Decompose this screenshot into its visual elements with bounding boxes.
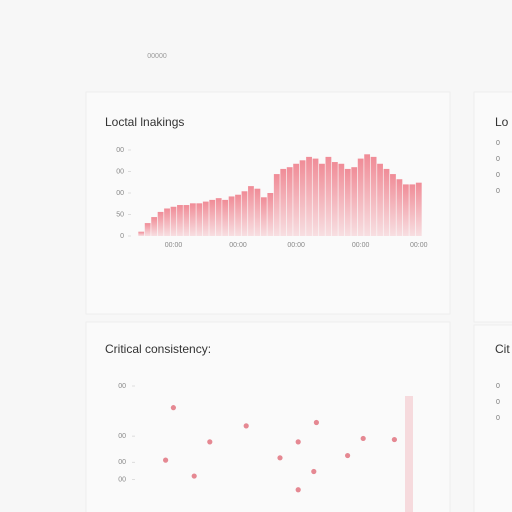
x-tick-label: 00:00 bbox=[165, 242, 183, 249]
bar bbox=[409, 184, 416, 236]
bar bbox=[306, 156, 312, 236]
y-tick-label: 00 bbox=[118, 433, 126, 440]
scatter-point bbox=[163, 457, 169, 463]
side-item: 0 bbox=[496, 188, 500, 195]
side-title: Lo bbox=[495, 115, 509, 129]
bar bbox=[241, 191, 248, 236]
y-tick-label: 00 bbox=[118, 476, 126, 483]
bar bbox=[331, 162, 338, 236]
bar bbox=[357, 158, 364, 236]
side-item: 0 bbox=[496, 156, 500, 163]
y-tick-label: 00 bbox=[118, 383, 126, 390]
scatter-point bbox=[277, 455, 283, 461]
x-tick-label: 00:00 bbox=[352, 242, 370, 249]
bar bbox=[273, 174, 280, 236]
bar bbox=[222, 199, 229, 236]
y-tick-label: 00 bbox=[116, 190, 124, 197]
bar bbox=[183, 205, 190, 236]
bar bbox=[164, 208, 170, 236]
panel-title: Critical consistency: bbox=[105, 342, 211, 356]
side-item: 0 bbox=[496, 172, 500, 179]
y-tick-label: 50 bbox=[116, 211, 124, 218]
scatter-point bbox=[295, 487, 301, 493]
scatter-point bbox=[313, 419, 319, 426]
bar bbox=[267, 193, 274, 236]
side-item: 0 bbox=[496, 383, 500, 390]
top-label: 00000 bbox=[147, 53, 167, 60]
bar bbox=[344, 168, 351, 236]
bar bbox=[286, 167, 293, 236]
side-item: 0 bbox=[496, 415, 500, 422]
x-tick-label: 00:00 bbox=[410, 242, 428, 249]
highlight-bar bbox=[405, 396, 413, 512]
scatter-point bbox=[360, 435, 366, 442]
bar bbox=[196, 203, 203, 236]
bar bbox=[319, 163, 325, 236]
x-tick-label: 00:00 bbox=[287, 242, 305, 249]
scatter-point bbox=[207, 439, 213, 445]
scatter-point bbox=[191, 473, 197, 479]
bar bbox=[254, 188, 261, 236]
panel bbox=[85, 321, 451, 512]
bar bbox=[202, 201, 209, 236]
bar bbox=[364, 154, 371, 236]
side-panel bbox=[473, 91, 512, 323]
y-tick-label: 0 bbox=[120, 233, 124, 240]
bar bbox=[402, 184, 409, 236]
bar bbox=[138, 231, 145, 236]
bar bbox=[209, 199, 216, 236]
bar bbox=[248, 186, 254, 236]
scatter-point bbox=[345, 452, 351, 459]
bar bbox=[215, 198, 222, 236]
bar bbox=[151, 217, 158, 236]
bar bbox=[390, 174, 396, 236]
panel-title: Loctal lnakings bbox=[105, 115, 184, 129]
bar bbox=[415, 182, 422, 236]
y-tick-label: 00 bbox=[118, 459, 126, 466]
bar bbox=[299, 160, 306, 236]
bar bbox=[235, 194, 241, 236]
scatter-point bbox=[391, 436, 397, 443]
bar bbox=[312, 158, 319, 236]
bar bbox=[370, 156, 377, 236]
bar bbox=[260, 197, 267, 236]
side-panel bbox=[473, 324, 512, 512]
bar bbox=[177, 205, 183, 236]
bar bbox=[325, 156, 332, 236]
scatter-point bbox=[243, 423, 249, 429]
bar bbox=[383, 168, 390, 236]
bar bbox=[338, 163, 345, 236]
bar bbox=[170, 206, 177, 236]
bar bbox=[377, 163, 383, 236]
x-tick-label: 00:00 bbox=[229, 242, 247, 249]
bar bbox=[293, 163, 300, 236]
bar bbox=[351, 167, 358, 236]
side-item: 0 bbox=[496, 140, 500, 147]
side-title: Cit bbox=[495, 342, 510, 356]
bar bbox=[396, 179, 403, 236]
scatter-point bbox=[311, 468, 317, 475]
bar bbox=[228, 196, 235, 236]
y-tick-label: 00 bbox=[116, 168, 124, 175]
bar bbox=[280, 168, 287, 236]
scatter-point bbox=[170, 405, 176, 411]
scatter-point bbox=[295, 439, 301, 445]
bar bbox=[144, 223, 151, 236]
side-item: 0 bbox=[496, 399, 500, 406]
bar bbox=[157, 211, 164, 236]
y-tick-label: 00 bbox=[116, 147, 124, 154]
bar bbox=[189, 203, 196, 236]
